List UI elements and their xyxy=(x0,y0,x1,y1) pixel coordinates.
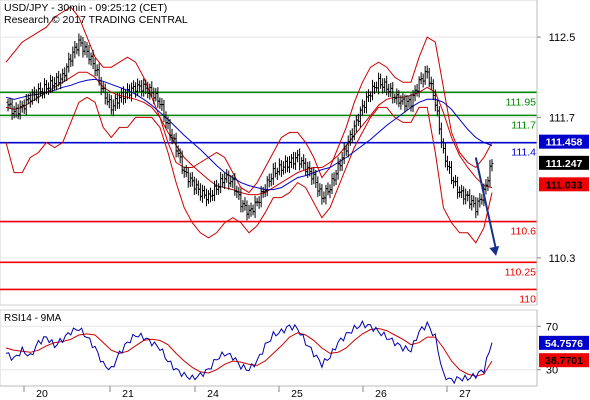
price-tag-label: 111.458 xyxy=(546,137,583,149)
x-tick-label: 26 xyxy=(375,388,387,400)
rsi-tag-box xyxy=(539,353,589,368)
upper-band-line xyxy=(5,6,493,194)
forecast-arrow xyxy=(474,157,500,256)
rsi-axis: 70 30 xyxy=(536,310,558,386)
rsi-gridlines xyxy=(0,325,537,371)
rsi-tag-label: 38.7701 xyxy=(545,355,583,367)
y-tick-label: 110.3 xyxy=(549,253,576,265)
price-tag-label: 111.033 xyxy=(546,179,583,191)
rsi-tag-label: 54.7576 xyxy=(545,338,583,350)
rsi-value-tags: 54.7576 38.7701 xyxy=(539,335,589,368)
rsi-tick-label: 30 xyxy=(546,365,558,377)
price-axis: 112.5 111.7 110.3 xyxy=(536,0,576,305)
level-label: 110.25 xyxy=(505,266,536,278)
rsi-lines xyxy=(5,320,493,385)
date-axis: 20 21 24 25 26 27 xyxy=(0,385,537,400)
level-label: 110 xyxy=(519,293,536,305)
level-label: 110.6 xyxy=(511,226,537,238)
price-tags: 111.458 111.247 111.033 xyxy=(539,134,589,192)
price-series xyxy=(6,33,494,221)
price-tag-box xyxy=(539,177,589,192)
level-lines xyxy=(0,91,537,291)
chart-subtitle: Research © 2017 TRADING CENTRAL xyxy=(4,14,188,26)
bollinger-bands xyxy=(5,6,493,244)
level-label: 111.7 xyxy=(511,119,536,131)
price-tag-box xyxy=(539,155,589,170)
main-gridlines xyxy=(0,36,537,259)
price-bars xyxy=(6,33,494,221)
x-tick-label: 27 xyxy=(459,388,471,400)
lower-band-line xyxy=(5,96,493,244)
level-label: 111.4 xyxy=(511,147,536,159)
chart-title: USD/JPY - 30min - 09:25:12 (CET) xyxy=(4,2,167,14)
x-tick-label: 24 xyxy=(207,388,219,400)
y-tick-label: 112.5 xyxy=(549,32,576,44)
level-labels: 111.95 111.7 111.4 110.6 110.25 110 xyxy=(505,96,537,305)
x-tick-label: 21 xyxy=(122,388,134,400)
rsi-ma-line xyxy=(5,327,493,377)
rsi-title: RSI14 - 9MA xyxy=(4,313,62,324)
price-tag-label: 111.247 xyxy=(546,158,583,170)
x-tick-label: 25 xyxy=(291,388,303,400)
arrow-line xyxy=(474,157,498,251)
level-label: 111.95 xyxy=(505,96,536,108)
arrow-head xyxy=(489,246,500,256)
rsi-line xyxy=(5,320,493,385)
rsi-tick-label: 70 xyxy=(546,321,558,333)
main-panel: 111.95 111.7 111.4 110.6 110.25 110 112.5 111.… xyxy=(0,0,589,306)
x-tick-label: 20 xyxy=(36,388,48,400)
y-tick-label: 111.7 xyxy=(549,112,575,124)
price-tag-box xyxy=(539,134,589,149)
rsi-tag-box xyxy=(539,335,589,350)
